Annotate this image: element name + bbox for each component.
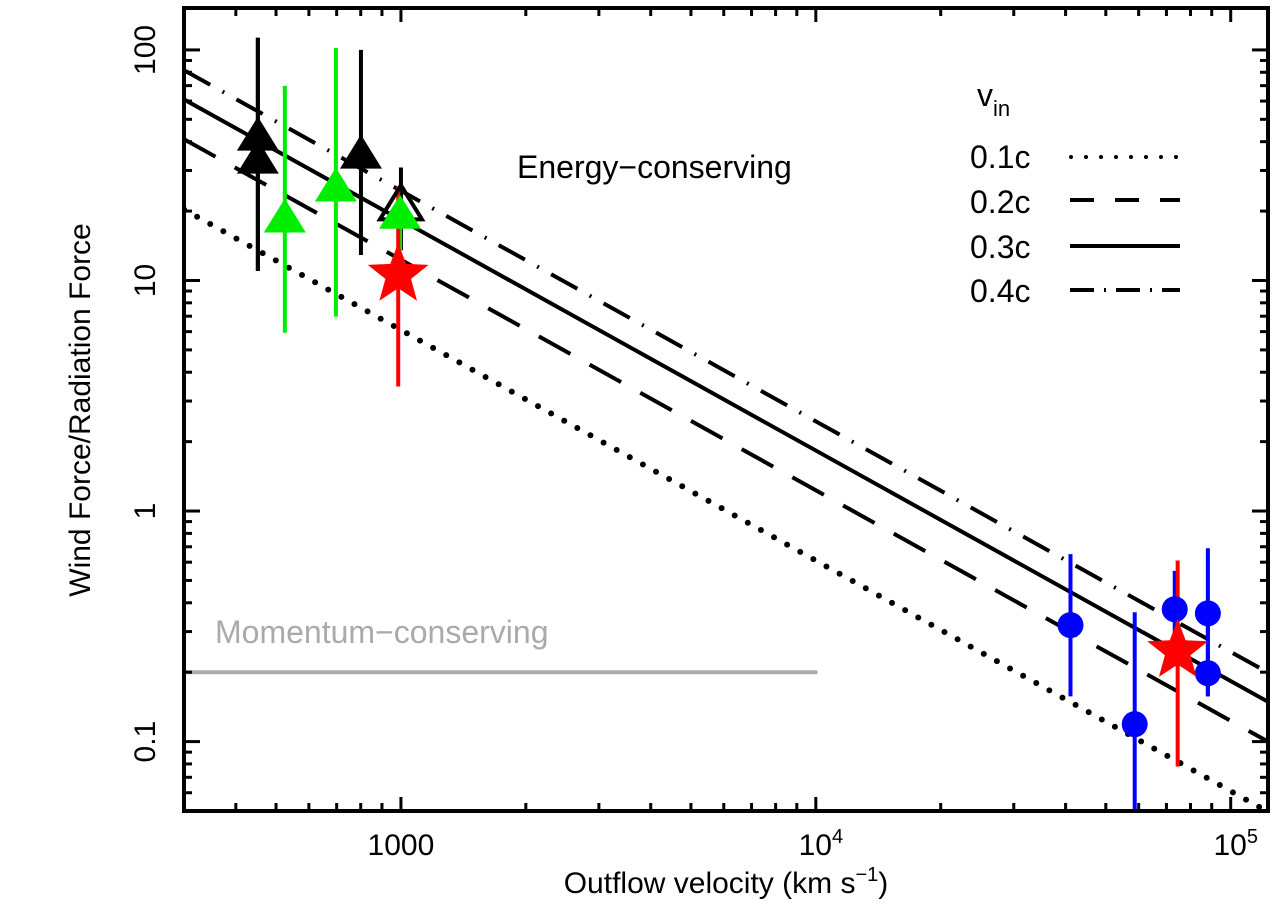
y-tick-label: 10 [129, 264, 162, 297]
model-line-dotted [184, 206, 1268, 811]
blue-circles-marker [1161, 596, 1188, 623]
y-tick-label: 0.1 [129, 721, 162, 763]
legend-label-0-2c: 0.2c [970, 184, 1030, 220]
blue-circles-marker [1057, 612, 1084, 639]
legend-title: vin [977, 77, 1010, 121]
model-line-dashdot [184, 68, 1268, 675]
legend: vin 0.1c 0.2c 0.3c 0.4c [970, 77, 1182, 309]
red-stars-marker [367, 242, 429, 301]
green-triangles-marker [379, 194, 422, 229]
black-triangles-marker [236, 139, 279, 174]
momentum-conserving-label: Momentum−conserving [215, 614, 548, 650]
x-axis-title: Outflow velocity (km s−1) [564, 864, 889, 900]
blue-circles-marker [1194, 660, 1221, 687]
legend-label-0-1c: 0.1c [970, 139, 1030, 175]
legend-label-0-3c: 0.3c [970, 229, 1030, 265]
black-triangles-marker [236, 116, 279, 151]
y-tick-label: 100 [129, 25, 162, 75]
legend-label-0-4c: 0.4c [970, 273, 1030, 309]
legend-title-sub: in [993, 96, 1010, 121]
energy-conserving-label: Energy−conserving [517, 149, 792, 185]
green-triangles-marker [314, 167, 357, 202]
x-tick-label: 104 [799, 826, 844, 862]
blue-circles-marker [1194, 600, 1221, 627]
red-stars-marker [1147, 619, 1209, 677]
x-tick-label: 105 [1213, 826, 1258, 862]
black-triangles-marker [339, 134, 382, 169]
x-tick-label: 1000 [368, 829, 435, 862]
model-line-solid [184, 97, 1268, 704]
y-axis-title: Wind Force/Radiation Force [64, 223, 97, 596]
model-line-dashed [184, 137, 1268, 744]
plot-frame [182, 6, 1270, 813]
y-tick-label: 1 [129, 503, 162, 520]
green-triangles-marker [263, 198, 306, 233]
blue-circles-marker [1121, 711, 1148, 738]
